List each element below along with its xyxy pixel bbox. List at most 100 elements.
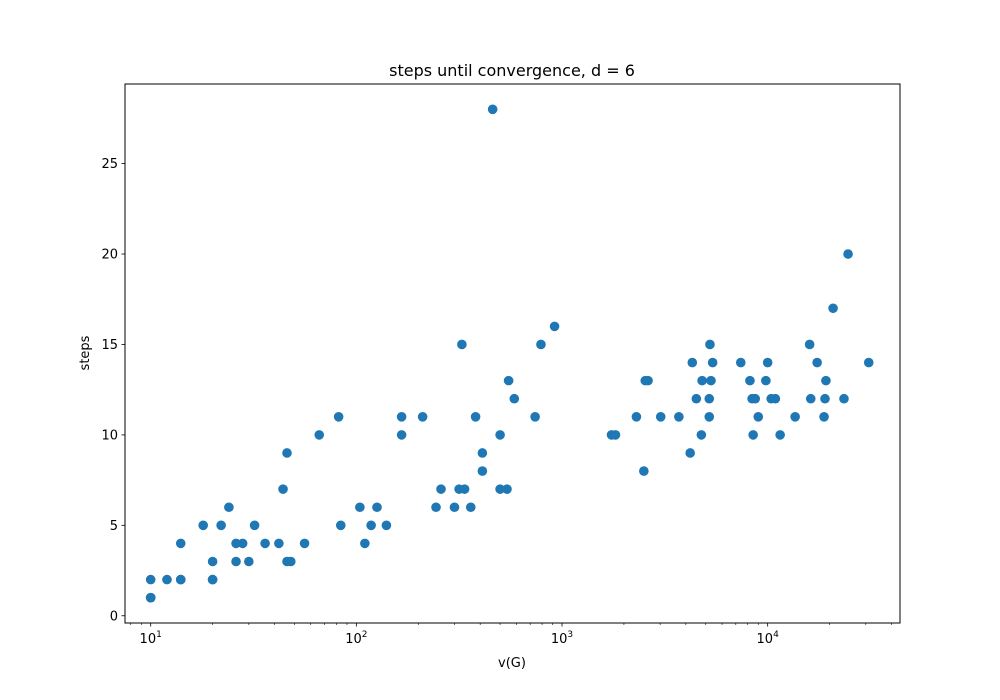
data-point [705,339,715,350]
data-point [431,502,441,513]
data-point [706,375,716,386]
data-point [685,448,695,458]
data-point [175,574,186,585]
chart-title: steps until convergence, d = 6 [389,61,635,80]
data-point [436,484,446,494]
data-point [457,339,467,350]
data-point [470,412,481,422]
y-tick-label: 0 [110,609,118,624]
data-point [278,484,288,494]
y-ticks: 0 5 10 15 20 25 [101,157,125,624]
data-point [207,556,218,567]
data-point [299,538,310,549]
data-point [631,412,642,422]
x-tick-label: 101 [140,630,162,647]
data-point [459,484,470,494]
data-point [828,303,838,314]
x-axis-label: v(G) [498,656,526,671]
data-point [697,375,707,386]
data-point [244,556,254,567]
data-point [360,538,370,549]
data-point [761,375,771,386]
data-point [145,592,156,603]
data-point [509,393,520,404]
data-point [495,484,505,494]
data-point [417,412,428,422]
data-point [655,412,666,422]
y-tick-label: 15 [101,338,118,353]
plot-area [125,84,900,623]
data-point [691,393,702,404]
data-point [536,339,546,350]
data-point [477,448,488,458]
data-point [487,104,498,115]
data-point [819,412,829,422]
data-point [314,430,325,440]
data-point [175,538,186,549]
y-axis-label: steps [78,335,93,370]
y-tick-label: 10 [101,428,118,443]
data-point [775,430,785,440]
data-point [674,412,684,422]
data-point [249,520,260,531]
data-point [750,393,761,404]
data-point [530,412,540,422]
data-point [372,502,382,513]
data-point [231,538,241,549]
data-point [260,538,270,549]
y-tick-label: 25 [101,157,118,172]
data-point [503,375,514,386]
data-point [839,393,849,404]
data-point [863,357,874,368]
data-point [396,430,407,440]
data-point [477,466,488,476]
data-point [237,538,248,549]
data-point [696,430,707,440]
data-point [610,430,621,440]
y-tick-label: 5 [110,519,118,534]
data-point [355,502,365,513]
data-point [820,393,830,404]
data-point [735,357,746,368]
data-point [707,357,718,368]
data-point [216,520,226,531]
data-point [748,430,758,440]
data-point [162,574,172,585]
data-point [762,357,773,368]
data-point [335,520,346,531]
data-point [495,430,505,440]
data-point [366,520,376,531]
x-tick-label: 102 [345,630,367,647]
y-tick-label: 20 [101,248,118,263]
data-point [843,249,853,259]
data-point [770,393,781,404]
data-point [643,375,653,386]
data-point [790,412,800,422]
data-point [704,393,715,404]
data-point [549,321,560,332]
data-point [198,520,208,531]
data-point [805,393,816,404]
data-point [465,502,476,513]
data-point [449,502,460,513]
data-point [333,412,344,422]
data-point [224,502,234,513]
x-ticks: 101 102 103 104 [130,623,892,647]
data-point [704,412,715,422]
data-point [145,574,156,585]
plot-frame [124,83,901,624]
x-tick-label: 104 [757,630,780,647]
data-point [274,538,284,549]
data-point [231,556,241,567]
data-point [753,412,764,422]
points-layer [145,104,874,603]
data-point [821,375,831,386]
data-point [812,357,822,368]
data-point [745,375,755,386]
data-point [502,484,512,494]
data-point [381,520,392,531]
data-point [282,448,292,458]
data-point [639,466,649,476]
